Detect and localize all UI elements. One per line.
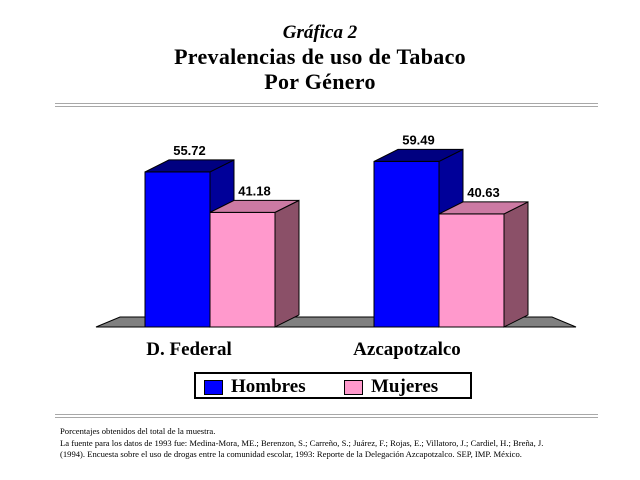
data-label-mujeres-1: 40.63 [467, 185, 500, 200]
category-label-1: Azcapotzalco [353, 339, 461, 360]
bar-front-mujeres-0 [209, 211, 276, 328]
data-label-mujeres-0: 41.18 [238, 183, 271, 198]
source-notes: Porcentajes obtenidos del total de la mu… [60, 426, 620, 461]
bar-top-mujeres-1 [438, 201, 529, 215]
note-line: (1994). Encuesta sobre el uso de drogas … [60, 449, 522, 459]
note-line: Porcentajes obtenidos del total de la mu… [60, 426, 216, 436]
bar-side-mujeres-0 [274, 199, 300, 328]
top-divider [55, 103, 598, 107]
bar-front-hombres-0 [144, 171, 211, 328]
figure-label: Gráfica 2 [282, 22, 358, 43]
bar-chart: 55.72 41.18 D. Federal 59.49 40.63 Azcapotzal… [95, 132, 577, 360]
bar-side-mujeres-1 [503, 201, 529, 328]
chart-title-line-2: Por Género [264, 69, 376, 94]
bar-top-hombres-1 [373, 148, 464, 162]
legend: Hombres Mujeres [194, 372, 472, 399]
bottom-divider [55, 414, 598, 418]
data-label-hombres-1: 59.49 [402, 132, 435, 147]
legend-label-mujeres: Mujeres [371, 376, 439, 397]
chart-title-line-1: Prevalencias de uso de Tabaco [174, 44, 466, 69]
legend-item-mujeres: Mujeres [344, 377, 438, 397]
data-label-hombres-0: 55.72 [173, 143, 206, 158]
legend-label-hombres: Hombres [231, 376, 306, 397]
note-line: La fuente para los datos de 1993 fue: Me… [60, 437, 544, 448]
chart-header: Gráfica 2 Prevalencias de uso de Tabaco … [0, 22, 640, 94]
category-label-0: D. Federal [146, 339, 231, 360]
legend-swatch-mujeres [344, 379, 363, 395]
bar-front-mujeres-1 [438, 213, 505, 328]
bar-top-hombres-0 [144, 159, 235, 173]
bar-top-mujeres-0 [209, 199, 300, 213]
legend-swatch-hombres [204, 379, 223, 395]
bar-front-hombres-1 [373, 160, 440, 328]
legend-item-hombres: Hombres [204, 377, 306, 397]
